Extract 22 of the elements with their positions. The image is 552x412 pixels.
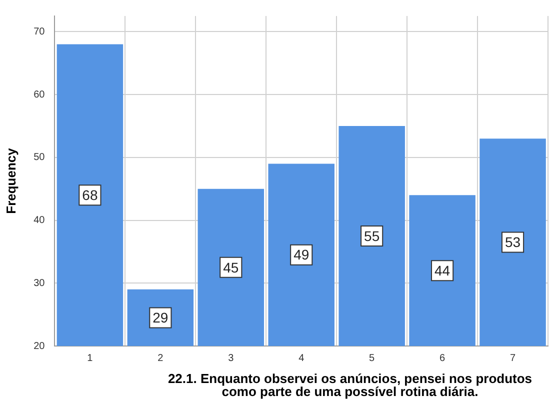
x-tick-label: 1 (87, 352, 94, 364)
data-label: 44 (434, 262, 450, 278)
y-tick-label: 20 (34, 340, 46, 352)
x-axis-title: 22.1. Enquanto observei os anúncios, pensei nos produtos como parte de uma possível rotina diária. (166, 371, 534, 399)
data-label: 55 (364, 228, 380, 244)
x-tick-label: 6 (440, 352, 446, 364)
y-tick-label: 30 (34, 278, 46, 289)
y-tick-label: 60 (34, 89, 46, 100)
data-label: 53 (504, 234, 521, 250)
data-label: 68 (82, 187, 98, 203)
x-tick-label: 5 (369, 352, 376, 364)
x-tick-label: 7 (510, 352, 516, 364)
y-tick-label: 40 (34, 215, 46, 226)
y-tick-label: 50 (34, 152, 46, 164)
data-label: 49 (294, 246, 310, 263)
x-tick-label: 3 (228, 352, 234, 364)
data-label: 29 (152, 310, 168, 326)
x-tick-label: 4 (298, 352, 305, 364)
y-axis-title: Frequency (3, 147, 18, 214)
data-label: 45 (223, 259, 239, 276)
y-tick-label: 70 (34, 26, 46, 38)
x-tick-label: 2 (158, 352, 164, 364)
